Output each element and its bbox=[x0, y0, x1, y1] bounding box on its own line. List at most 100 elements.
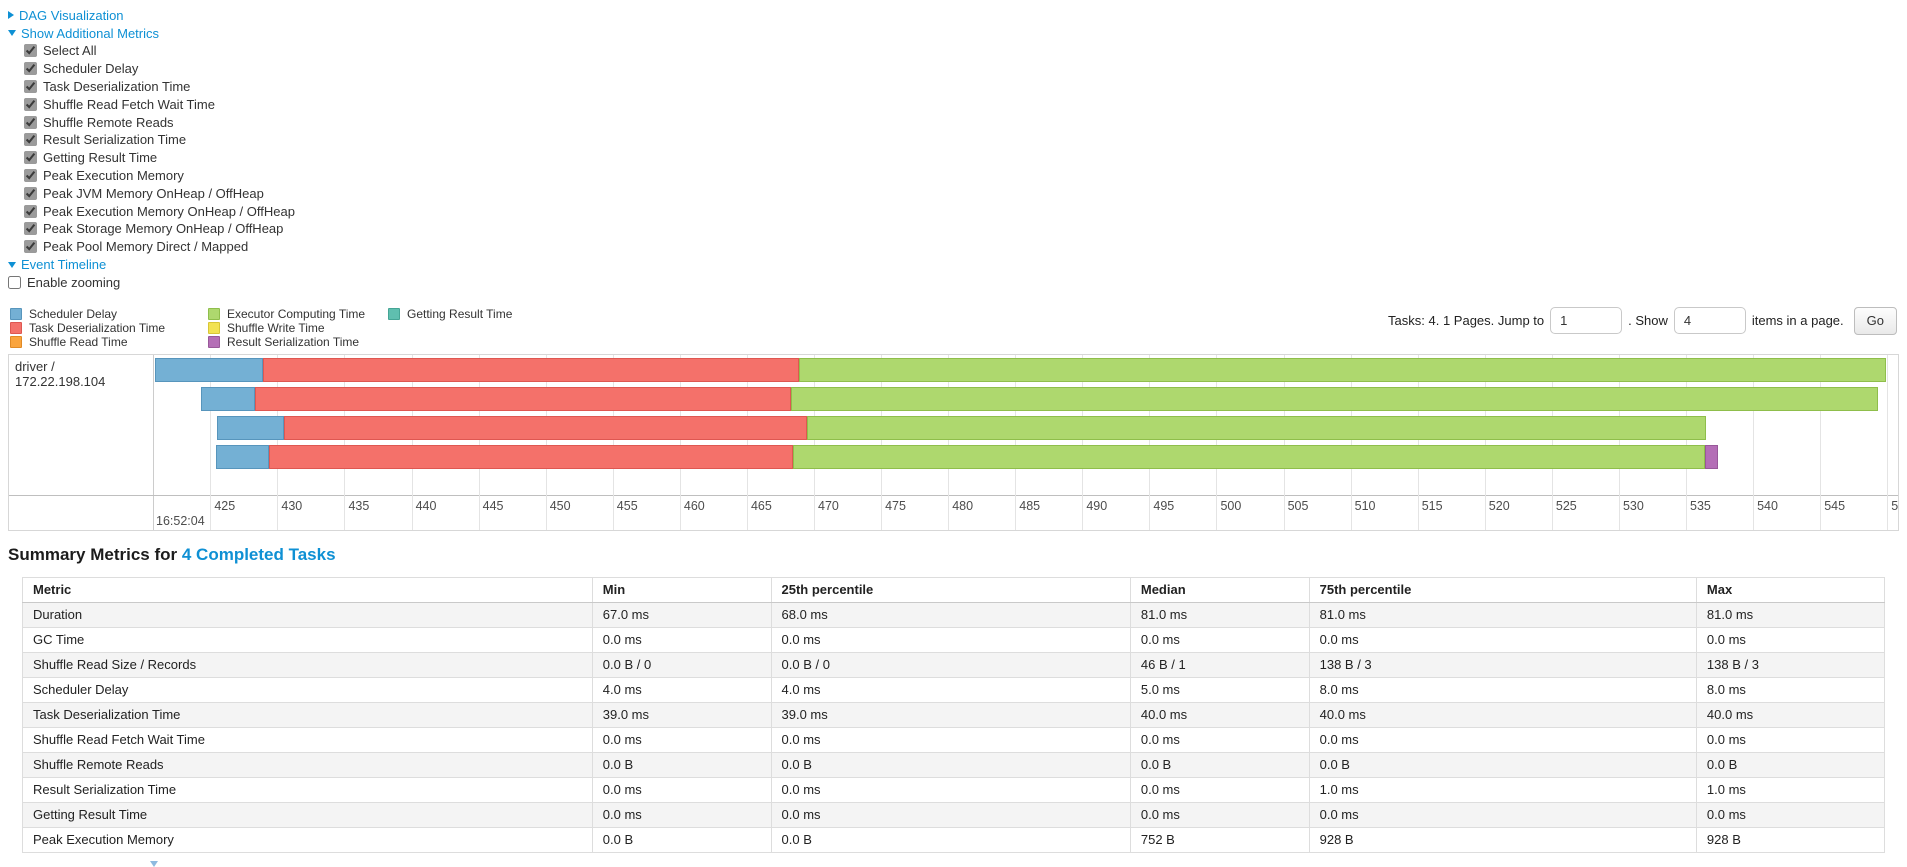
metric-checkbox-peak-execution-memory[interactable] bbox=[24, 168, 37, 182]
legend-label: Getting Result Time bbox=[407, 306, 513, 321]
metric-checkbox-peak-storage-memory-onheap-offheap[interactable] bbox=[24, 222, 37, 236]
gridline bbox=[1216, 354, 1218, 530]
summary-row-peak-execution-memory: Peak Execution Memory 0.0 B 0.0 B 752 B 928 … bbox=[22, 826, 1886, 853]
enable-zooming-checkbox[interactable] bbox=[8, 276, 21, 290]
tick-label-490: 490 bbox=[1086, 498, 1108, 513]
legend-label: Executor Computing Time bbox=[227, 306, 366, 321]
items-per-page-input[interactable] bbox=[1673, 307, 1746, 335]
metric-checkbox-task-deserialization-time[interactable] bbox=[24, 79, 37, 93]
summary-row-getting-result-time: Getting Result Time 0.0 ms 0.0 ms 0.0 ms 0.0… bbox=[22, 801, 1886, 828]
metric-checkbox-result-serialization-time[interactable] bbox=[24, 133, 37, 147]
dag-visualization-link[interactable]: DAG Visualization bbox=[19, 7, 124, 23]
metric-checkbox-peak-jvm-memory-onheap-offheap[interactable] bbox=[24, 186, 37, 200]
event-timeline-toggle[interactable]: Event Timeline bbox=[8, 256, 1899, 274]
chevron-down-icon bbox=[8, 30, 16, 36]
metric-value-cell: 81.0 ms bbox=[1695, 601, 1886, 628]
task-2-segment-scheduler_delay[interactable] bbox=[217, 416, 285, 441]
metric-row-peak-execution-memory-onheap-offheap[interactable]: Peak Execution Memory OnHeap / OffHeap bbox=[24, 202, 1899, 220]
go-button[interactable]: Go bbox=[1853, 306, 1897, 335]
metric-row-shuffle-remote-reads[interactable]: Shuffle Remote Reads bbox=[24, 113, 1899, 131]
task-3-segment-result_serialization[interactable] bbox=[1704, 445, 1719, 470]
group-column-divider bbox=[153, 354, 154, 530]
metric-value-cell: 40.0 ms bbox=[1308, 701, 1697, 728]
metric-checkbox-peak-execution-memory-onheap-offheap[interactable] bbox=[24, 204, 37, 218]
completed-tasks-link[interactable]: 4 Completed Tasks bbox=[181, 544, 336, 564]
metric-value-cell: 0.0 ms bbox=[1129, 726, 1310, 753]
metric-value-cell: 0.0 ms bbox=[591, 626, 772, 653]
metric-value-cell: 0.0 B / 0 bbox=[770, 651, 1131, 678]
gridline bbox=[814, 354, 816, 530]
metric-value-cell: 0.0 B bbox=[1308, 751, 1697, 778]
gridline bbox=[948, 354, 950, 530]
metric-name-cell: Result Serialization Time bbox=[22, 776, 593, 803]
metric-row-task-deserialization-time[interactable]: Task Deserialization Time bbox=[24, 78, 1899, 96]
task-1-segment-scheduler_delay[interactable] bbox=[200, 387, 255, 412]
gridline bbox=[1417, 354, 1419, 530]
gridline bbox=[881, 354, 883, 530]
metric-value-cell: 67.0 ms bbox=[591, 601, 772, 628]
metric-label: Peak Storage Memory OnHeap / OffHeap bbox=[43, 221, 284, 237]
metric-value-cell: 4.0 ms bbox=[591, 676, 772, 703]
metric-row-peak-jvm-memory-onheap-offheap[interactable]: Peak JVM Memory OnHeap / OffHeap bbox=[24, 184, 1899, 202]
metric-checkbox-peak-pool-memory-direct-mapped[interactable] bbox=[24, 240, 37, 254]
tick-label-460: 460 bbox=[683, 498, 705, 513]
event-timeline-chart: driver / 172.22.198.104 425 430 435 440 445 4… bbox=[8, 353, 1899, 531]
metric-checkbox-select-all[interactable] bbox=[24, 44, 37, 58]
task-0-segment-executor_computing[interactable] bbox=[799, 357, 1886, 382]
metric-label: Peak Execution Memory OnHeap / OffHeap bbox=[43, 203, 295, 219]
metric-checkbox-shuffle-read-fetch-wait-time[interactable] bbox=[24, 97, 37, 111]
task-2-segment-task_deserialization[interactable] bbox=[284, 416, 808, 441]
getting-result-time-swatch-icon bbox=[388, 307, 400, 320]
metric-row-result-serialization-time[interactable]: Result Serialization Time bbox=[24, 131, 1899, 149]
show-additional-metrics-toggle[interactable]: Show Additional Metrics bbox=[8, 24, 1899, 42]
metric-row-select-all[interactable]: Select All bbox=[24, 42, 1899, 60]
metric-name-cell: Scheduler Delay bbox=[22, 676, 593, 703]
task-2-segment-executor_computing[interactable] bbox=[807, 416, 1707, 441]
metric-row-peak-storage-memory-onheap-offheap[interactable]: Peak Storage Memory OnHeap / OffHeap bbox=[24, 220, 1899, 238]
task-3-segment-executor_computing[interactable] bbox=[792, 445, 1705, 470]
jump-to-page-input[interactable] bbox=[1550, 307, 1623, 335]
metric-row-peak-execution-memory[interactable]: Peak Execution Memory bbox=[24, 167, 1899, 185]
gridline bbox=[1887, 354, 1889, 530]
metric-checkbox-shuffle-remote-reads[interactable] bbox=[24, 115, 37, 129]
task-1-segment-executor_computing[interactable] bbox=[791, 387, 1878, 412]
tick-label-425: 425 bbox=[214, 498, 236, 513]
summary-title-prefix: Summary Metrics for bbox=[8, 544, 178, 564]
task-3-segment-scheduler_delay[interactable] bbox=[215, 445, 270, 470]
task-3-segment-task_deserialization[interactable] bbox=[269, 445, 793, 470]
dag-visualization-toggle[interactable]: DAG Visualization bbox=[8, 6, 1899, 24]
metric-row-peak-pool-memory-direct-mapped[interactable]: Peak Pool Memory Direct / Mapped bbox=[24, 238, 1899, 256]
summary-row-task-deserialization-time: Task Deserialization Time 39.0 ms 39.0 ms 4… bbox=[22, 701, 1886, 728]
gridline bbox=[344, 354, 346, 530]
metric-value-cell: 0.0 ms bbox=[1129, 801, 1310, 828]
metric-value-cell: 8.0 ms bbox=[1695, 676, 1886, 703]
timeline-header: Scheduler Delay Task Deserialization Time… bbox=[8, 305, 1899, 352]
tick-label-450: 450 bbox=[549, 498, 571, 513]
metric-value-cell: 0.0 ms bbox=[1129, 626, 1310, 653]
show-text: . Show bbox=[1628, 313, 1668, 329]
metric-label: Scheduler Delay bbox=[43, 61, 139, 77]
task-1-segment-task_deserialization[interactable] bbox=[254, 387, 792, 412]
metric-name-cell: Getting Result Time bbox=[22, 801, 593, 828]
metric-value-cell: 0.0 ms bbox=[770, 801, 1131, 828]
event-timeline-link[interactable]: Event Timeline bbox=[21, 257, 107, 273]
metric-row-scheduler-delay[interactable]: Scheduler Delay bbox=[24, 60, 1899, 78]
task-0-segment-scheduler_delay[interactable] bbox=[155, 357, 263, 382]
metric-value-cell: 0.0 ms bbox=[1695, 726, 1886, 753]
metric-value-cell: 0.0 B bbox=[1129, 751, 1310, 778]
tick-label-500: 500 bbox=[1220, 498, 1242, 513]
timeline-plot-area[interactable]: 425 430 435 440 445 450 455 460 465 470 475 480 485 4… bbox=[154, 354, 1898, 530]
gridline bbox=[1015, 354, 1017, 530]
metric-row-getting-result-time[interactable]: Getting Result Time bbox=[24, 149, 1899, 167]
metric-checkbox-scheduler-delay[interactable] bbox=[24, 62, 37, 76]
summary-col-max: Max bbox=[1695, 576, 1886, 603]
show-additional-metrics-link[interactable]: Show Additional Metrics bbox=[21, 25, 160, 41]
enable-zooming-label[interactable]: Enable zooming bbox=[8, 275, 120, 290]
summary-row-duration: Duration 67.0 ms 68.0 ms 81.0 ms 81.0 ms 81.0… bbox=[22, 601, 1886, 628]
shuffle-write-time-swatch-icon bbox=[208, 321, 220, 334]
chevron-right-icon bbox=[8, 11, 14, 19]
metric-row-shuffle-read-fetch-wait-time[interactable]: Shuffle Read Fetch Wait Time bbox=[24, 95, 1899, 113]
metric-value-cell: 39.0 ms bbox=[591, 701, 772, 728]
task-0-segment-task_deserialization[interactable] bbox=[262, 357, 800, 382]
metric-checkbox-getting-result-time[interactable] bbox=[24, 151, 37, 165]
